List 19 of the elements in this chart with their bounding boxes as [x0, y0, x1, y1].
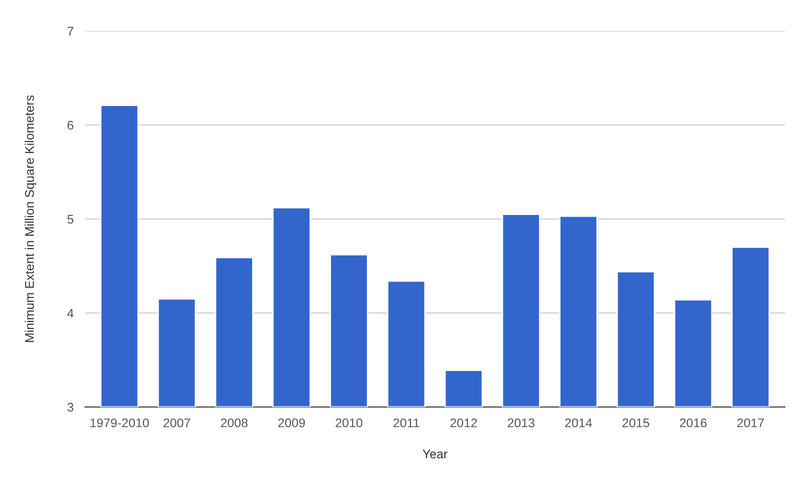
- y-axis-title: Minimum Extent in Million Square Kilometers: [24, 95, 36, 342]
- y-tick-label: 3: [67, 402, 74, 412]
- x-tick-label: 2012: [450, 418, 477, 428]
- x-tick-label: 1979-2010: [90, 418, 149, 428]
- x-tick-label: 2016: [680, 418, 707, 428]
- x-tick-label: 2010: [336, 418, 362, 428]
- x-axis-title: Year: [422, 450, 448, 458]
- x-tick-label: 2009: [278, 418, 305, 428]
- x-tick-label: 2015: [622, 418, 650, 428]
- y-tick-label: 7: [68, 26, 74, 36]
- x-tick-label: 2011: [394, 418, 420, 428]
- y-tick-label: 5: [67, 214, 74, 224]
- y-tick-label: 4: [67, 308, 74, 318]
- x-tick-label: 2013: [508, 418, 534, 428]
- x-tick-label: 2007: [164, 418, 190, 428]
- x-tick-label: 2008: [220, 418, 248, 428]
- x-tick-label: 2017: [737, 418, 764, 428]
- y-tick-label: 6: [68, 120, 74, 130]
- x-tick-label: 2014: [565, 418, 592, 428]
